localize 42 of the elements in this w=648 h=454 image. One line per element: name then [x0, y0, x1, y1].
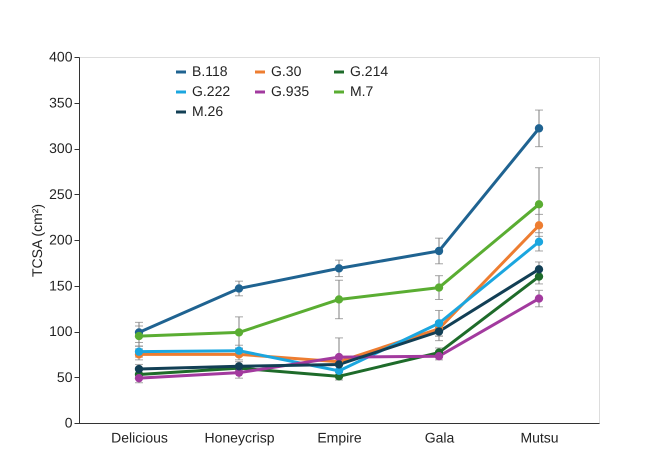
- point: [134, 332, 144, 340]
- x-tick-label: Mutsu: [520, 430, 559, 446]
- y-tick-label: 400: [49, 48, 73, 64]
- point: [434, 352, 444, 360]
- point: [334, 264, 344, 273]
- point: [334, 352, 344, 362]
- point: [434, 283, 444, 292]
- point: [534, 221, 544, 230]
- point: [434, 327, 444, 336]
- legend-label: M.7: [350, 83, 374, 99]
- point: [534, 272, 544, 281]
- legend-label: B.118: [192, 63, 228, 79]
- legend-label: G.222: [192, 83, 230, 99]
- y-tick-label: 150: [49, 277, 73, 294]
- x-tick-label: Honeycrisp: [204, 430, 275, 446]
- point: [334, 295, 344, 304]
- point: [234, 346, 244, 355]
- y-tick-label: 100: [49, 323, 73, 339]
- y-tick-label: 300: [49, 140, 73, 156]
- x-tick-label: Gala: [424, 430, 454, 446]
- point: [534, 200, 544, 208]
- point: [434, 246, 444, 256]
- x-tick-label: Delicious: [111, 430, 168, 446]
- point: [534, 238, 544, 246]
- y-tick-label: 250: [49, 186, 73, 202]
- legend-label: M.26: [192, 103, 224, 119]
- x-tick-label: Empire: [317, 430, 362, 446]
- legend-label: G.214: [350, 63, 388, 79]
- legend-label: G.935: [271, 83, 310, 99]
- legend-label: G.30: [271, 63, 302, 79]
- point: [534, 265, 544, 274]
- point: [534, 294, 544, 303]
- y-tick-label: 350: [49, 94, 73, 110]
- point: [234, 328, 244, 337]
- point: [334, 360, 344, 369]
- point: [434, 319, 444, 328]
- y-tick-label: 200: [49, 232, 73, 248]
- y-axis-title: TCSA (cm²): [29, 204, 46, 278]
- point: [234, 284, 244, 293]
- y-tick-label: 50: [56, 368, 73, 385]
- point: [534, 124, 544, 133]
- y-tick-label: 0: [64, 414, 73, 430]
